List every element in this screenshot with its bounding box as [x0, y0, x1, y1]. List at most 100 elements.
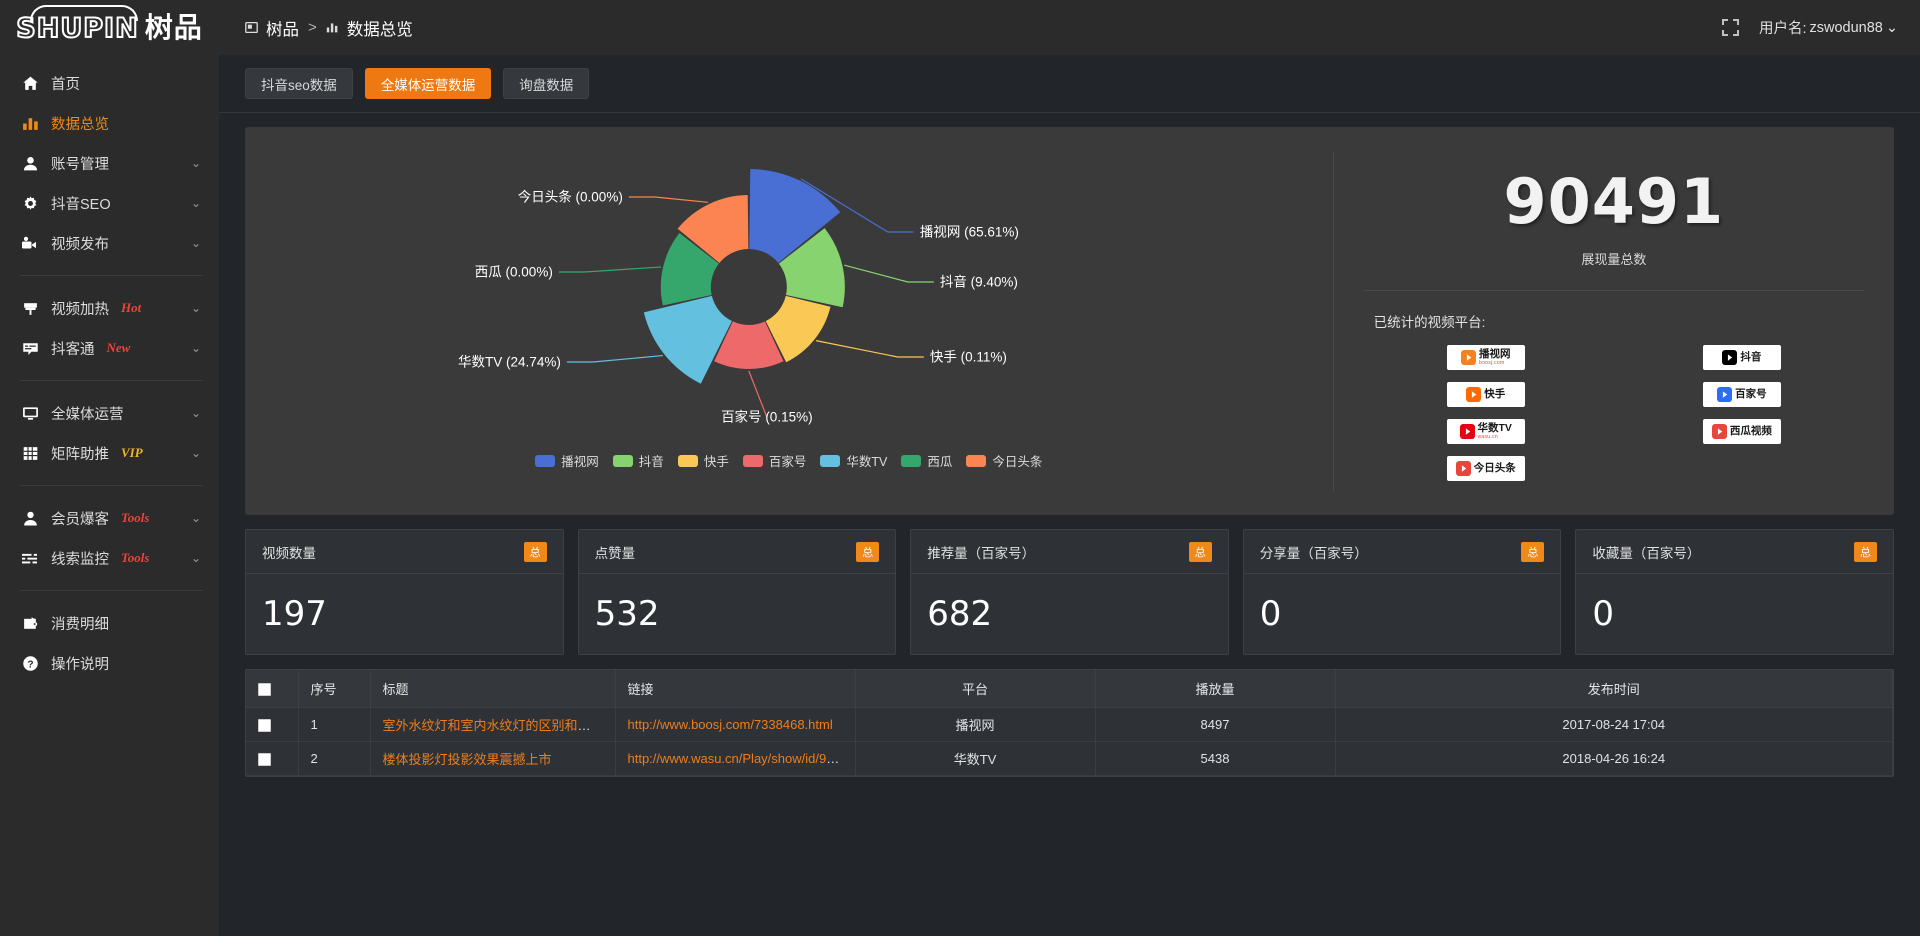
row-checkbox[interactable] — [258, 718, 271, 732]
pie-label-4: 百家号 (0.15%) — [721, 409, 813, 425]
stat-card-tag[interactable]: 总 — [856, 541, 880, 562]
chevron-down-icon[interactable]: ⌄ — [190, 406, 201, 420]
table-column-header-7: 发布时间 — [1335, 670, 1893, 708]
home-icon — [20, 74, 40, 92]
row-url-link[interactable]: http://www.boosj.com/7338468.html — [627, 716, 833, 732]
pie-leader-line-6 — [558, 266, 662, 273]
sidebar-item-label: 抖客通 — [51, 341, 95, 358]
row-title-link[interactable]: 楼体投影灯投影效果震撼上市 — [382, 751, 552, 767]
fullscreen-icon[interactable] — [1721, 19, 1739, 36]
sidebar-item-4[interactable]: 抖音SEO ⌄ — [0, 183, 219, 223]
platforms-title: 已统计的视频平台: — [1373, 315, 1486, 330]
row-url-link[interactable]: http://www.wasu.cn/Play/show/id/952... — [627, 750, 852, 766]
sidebar-item-10[interactable]: 会员爆客 Tools ⌄ — [0, 498, 219, 538]
stat-card-1: 视频数量 总 197 — [245, 529, 564, 655]
platform-distribution-chart[interactable]: 播视网 (65.61%) 抖音 (9.40%) 快手 (0.11%) 百家号 (0.1… — [245, 127, 1333, 457]
sidebar-item-11[interactable]: 线索监控 Tools ⌄ — [0, 538, 219, 578]
legend-swatch — [612, 454, 633, 467]
platform-badge-left-4[interactable]: 今日头条 — [1446, 456, 1525, 481]
pie-slice-7[interactable] — [677, 195, 749, 263]
chevron-down-icon[interactable]: ⌄ — [190, 511, 201, 525]
legend-item-2[interactable]: 抖音 — [612, 451, 664, 470]
pie-slice-5[interactable] — [643, 295, 732, 384]
legend-item-1[interactable]: 播视网 — [535, 451, 599, 470]
sidebar-item-7[interactable]: 抖客通 New ⌄ — [0, 328, 219, 368]
sidebar-item-6[interactable]: 视频加热 Hot ⌄ — [0, 288, 219, 328]
tab-2[interactable]: 全媒体运营数据 — [364, 68, 492, 99]
pie-slice-3[interactable] — [765, 295, 831, 363]
platform-badge-name: 西瓜视频 — [1729, 425, 1772, 438]
platform-badge-right-2[interactable]: 百家号 — [1702, 382, 1781, 407]
legend-item-7[interactable]: 今日头条 — [966, 451, 1042, 470]
brand-logo[interactable]: SHUPIN 树品 — [0, 0, 219, 55]
row-link: http://www.boosj.com/7338468.html — [615, 707, 856, 742]
chevron-down-icon[interactable]: ⌄ — [190, 236, 201, 250]
pie-slice-1[interactable] — [749, 169, 841, 263]
table-column-header-1 — [246, 670, 299, 708]
stat-card-5: 收藏量（百家号） 总 0 — [1575, 529, 1894, 655]
legend-item-4[interactable]: 百家号 — [742, 451, 806, 470]
sidebar-item-3[interactable]: 账号管理 ⌄ — [0, 143, 219, 183]
legend-item-3[interactable]: 快手 — [677, 451, 729, 470]
table-row[interactable]: 1 室外水纹灯和室内水纹灯的区别和简介 http://www.boosj.com/7… — [246, 707, 1893, 742]
chevron-down-icon[interactable]: ⌄ — [190, 341, 201, 355]
legend-swatch — [966, 454, 987, 467]
person-icon — [20, 509, 40, 527]
platform-badge-right-1[interactable]: 抖音 — [1702, 345, 1781, 370]
chevron-down-icon[interactable]: ⌄ — [190, 196, 201, 210]
pie-slice-6[interactable] — [660, 232, 719, 306]
sidebar-item-label: 线索监控 — [51, 551, 109, 568]
stat-card-tag[interactable]: 总 — [1853, 541, 1877, 562]
stat-card-2: 点赞量 总 532 — [577, 529, 897, 655]
chevron-down-icon[interactable]: ⌄ — [190, 301, 201, 315]
sidebar-item-2[interactable]: 数据总览 — [0, 103, 219, 143]
select-all-checkbox[interactable] — [258, 682, 271, 696]
legend-item-6[interactable]: 西瓜 — [901, 451, 952, 470]
tab-3[interactable]: 询盘数据 — [503, 68, 590, 99]
pie-leader-line-2 — [844, 264, 934, 283]
chevron-down-icon[interactable]: ⌄ — [190, 156, 201, 170]
platform-logo-icon — [1459, 424, 1475, 439]
table-row[interactable]: 2 楼体投影灯投影效果震撼上市 http://www.wasu.cn/Play/sh… — [246, 741, 1893, 776]
platform-badge-name: 抖音 — [1740, 351, 1762, 364]
pie-slice-4[interactable] — [714, 321, 784, 369]
pie-slice-2[interactable] — [778, 228, 845, 308]
stat-card-tag[interactable]: 总 — [1188, 541, 1212, 562]
platform-badges-left: 播视网 boosj.com 快手华数TV wasu.cn 今日头条 — [1378, 345, 1594, 481]
row-platform: 播视网 — [855, 707, 1096, 742]
row-checkbox-cell — [246, 741, 299, 776]
sidebar-item-9[interactable]: 矩阵助推 VIP ⌄ — [0, 433, 219, 473]
platform-badge-right-3[interactable]: 西瓜视频 — [1702, 419, 1781, 444]
table-column-header-3: 标题 — [370, 670, 616, 708]
tab-1[interactable]: 抖音seo数据 — [245, 68, 353, 99]
user-menu[interactable]: 用户名: zswodun88 ⌄ — [1759, 17, 1898, 38]
row-checkbox[interactable] — [258, 752, 271, 766]
platform-badge-left-2[interactable]: 快手 — [1446, 382, 1525, 407]
tab-row: 抖音seo数据 全媒体运营数据 询盘数据 — [219, 55, 1920, 113]
breadcrumb-current[interactable]: 数据总览 — [326, 16, 413, 40]
sidebar-separator — [20, 590, 203, 591]
pie-label-6: 西瓜 (0.00%) — [475, 265, 553, 280]
stat-card-tag[interactable]: 总 — [1521, 541, 1545, 562]
sidebar-separator — [20, 485, 203, 486]
legend-swatch — [535, 454, 556, 467]
sidebar-item-13[interactable]: ? 操作说明 — [0, 643, 219, 683]
chevron-down-icon[interactable]: ⌄ — [190, 551, 201, 565]
row-title-link[interactable]: 室外水纹灯和室内水纹灯的区别和简介 — [382, 717, 604, 733]
legend-label: 今日头条 — [992, 455, 1043, 469]
top-bar-right: 用户名: zswodun88 ⌄ — [1721, 17, 1898, 38]
breadcrumb-root[interactable]: 树品 — [245, 16, 299, 40]
sidebar-item-8[interactable]: 全媒体运营 ⌄ — [0, 393, 219, 433]
sidebar-item-12[interactable]: 消费明细 — [0, 603, 219, 643]
platform-badge-left-3[interactable]: 华数TV wasu.cn — [1446, 419, 1525, 444]
stat-card-tag[interactable]: 总 — [523, 541, 547, 562]
platform-badge-left-1[interactable]: 播视网 boosj.com — [1446, 345, 1525, 370]
question-icon: ? — [20, 654, 40, 672]
chevron-down-icon[interactable]: ⌄ — [190, 446, 201, 460]
legend-swatch — [901, 454, 922, 467]
pie-leader-line-1 — [800, 178, 914, 233]
legend-item-5[interactable]: 华数TV — [820, 451, 887, 470]
sidebar-item-5[interactable]: 视频发布 ⌄ — [0, 223, 219, 263]
sidebar-item-1[interactable]: 首页 — [0, 63, 219, 103]
table-column-header-4: 链接 — [615, 670, 856, 708]
